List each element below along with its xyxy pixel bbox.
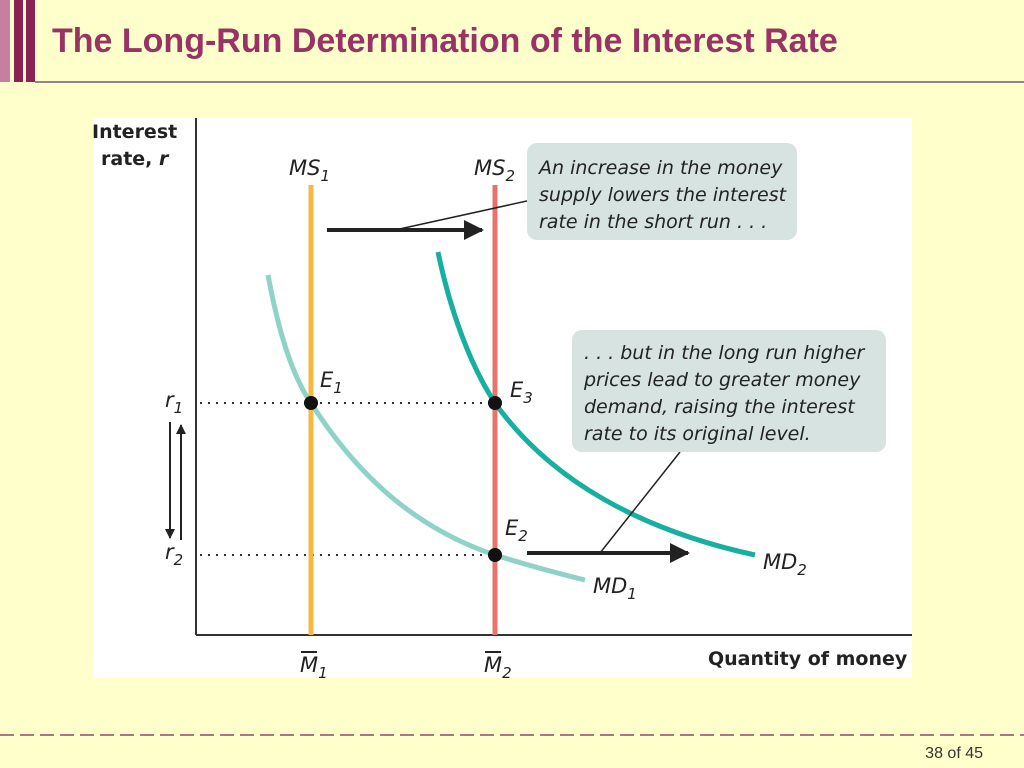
deco-bar — [14, 0, 23, 82]
rate-sub: 1 — [174, 399, 184, 417]
quantity-sub: 1 — [318, 664, 328, 682]
x-axis-label: Quantity of money — [708, 648, 908, 670]
note-line: rate to its original level. — [584, 423, 811, 445]
curve-sub: 2 — [505, 167, 515, 185]
curve-label: MS2 — [474, 156, 515, 185]
curve-name: MS — [289, 156, 320, 180]
leader-line — [394, 196, 546, 231]
leader-line — [599, 451, 681, 554]
y-axis-label: Interest — [92, 121, 177, 143]
quantity-sub: 2 — [502, 664, 512, 682]
point-sub: 1 — [333, 379, 343, 397]
y-axis-label: rate, r — [101, 148, 170, 170]
point-name: E — [505, 516, 519, 540]
point-sub: 3 — [523, 389, 533, 407]
curve-label: MS1 — [289, 156, 330, 185]
note-line: prices lead to greater money — [583, 369, 861, 391]
quantity-name: M — [484, 653, 502, 677]
md1-curve — [265, 274, 586, 583]
deco-bar — [26, 0, 35, 82]
page-number: 38 of 45 — [925, 745, 983, 762]
point-name: E — [320, 368, 334, 392]
curve-sub: 2 — [797, 561, 807, 579]
note-line: supply lowers the interest — [539, 184, 788, 206]
deco-bar — [0, 0, 10, 82]
y-axis-var: r — [159, 148, 170, 170]
equilibrium-point — [488, 548, 502, 562]
curve-name: MS — [474, 156, 505, 180]
slide-title: The Long-Run Determination of the Intere… — [52, 22, 838, 60]
curve-label: MD1 — [593, 574, 637, 603]
rate-label: r2 — [165, 540, 183, 569]
quantity-name: M — [300, 653, 318, 677]
point-label: E3 — [510, 378, 533, 407]
note-line: demand, raising the interest — [584, 396, 856, 418]
equilibrium-point — [488, 396, 502, 410]
note-line: An increase in the money — [537, 157, 783, 179]
curve-name: MD — [763, 550, 797, 574]
rate-sub: 2 — [174, 551, 184, 569]
curve-sub: 1 — [627, 585, 637, 603]
equilibrium-point — [304, 396, 318, 410]
quantity-label: M2 — [484, 653, 512, 682]
md2-curve — [435, 251, 756, 558]
curve-label: MD2 — [763, 550, 807, 579]
point-name: E — [510, 378, 524, 402]
point-sub: 2 — [518, 527, 528, 545]
note-line: rate in the short run . . . — [539, 211, 767, 233]
note-line: . . . but in the long run higher — [584, 342, 866, 364]
y-axis-label: rate, — [101, 148, 152, 170]
note-box — [527, 143, 797, 240]
quantity-label: M1 — [300, 653, 328, 682]
note-box — [572, 330, 886, 452]
curve-name: MD — [593, 574, 627, 598]
rate-name: r — [165, 388, 175, 412]
rate-name: r — [165, 540, 175, 564]
point-label: E1 — [320, 368, 343, 397]
curve-sub: 1 — [320, 167, 330, 185]
point-label: E2 — [505, 516, 528, 545]
rate-label: r1 — [165, 388, 183, 417]
